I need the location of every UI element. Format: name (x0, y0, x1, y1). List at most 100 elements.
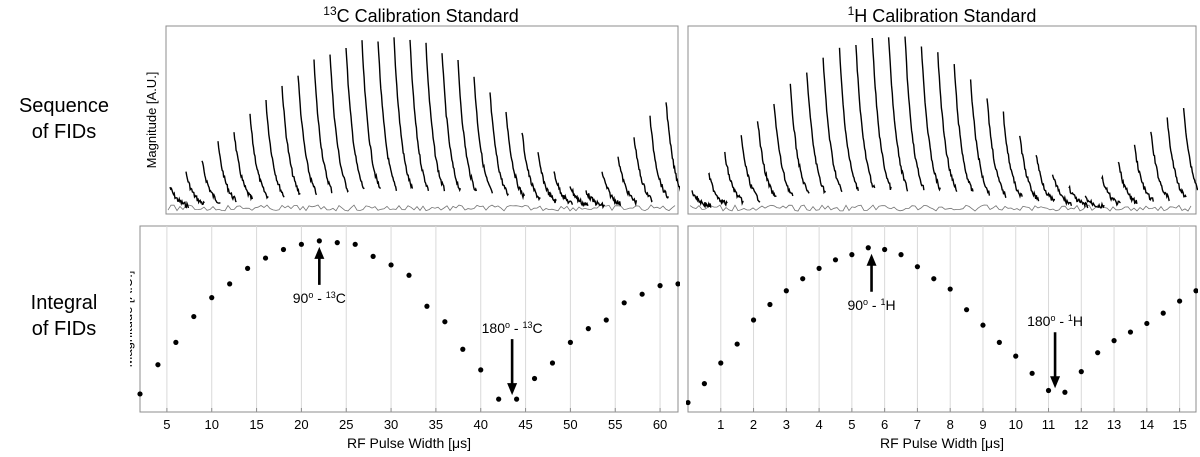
baseline-noise (167, 204, 676, 212)
data-point (298, 241, 304, 247)
x-tick-label: 4 (815, 417, 822, 432)
fid-trace (740, 135, 761, 203)
annotation-90: 90o - 1H (847, 253, 896, 313)
data-point (245, 265, 251, 271)
data-point (980, 322, 986, 328)
fid-trace (169, 186, 190, 209)
data-point (657, 283, 663, 289)
left-column-title: 13C Calibration Standard (166, 4, 676, 27)
fid-trace (1019, 135, 1040, 202)
data-point (816, 265, 822, 271)
data-point (1029, 370, 1035, 376)
fid-traces (691, 36, 1198, 209)
fid-trace (201, 160, 221, 204)
fid-trace (691, 190, 712, 209)
data-point (1062, 389, 1068, 395)
fid-trace (281, 85, 301, 196)
right-column-title: 1H Calibration Standard (687, 4, 1197, 27)
fid-trace (773, 103, 794, 197)
annotation-label: 180o - 13C (482, 320, 543, 336)
fid-trace (904, 36, 925, 191)
x-tick-label: 25 (339, 417, 353, 432)
data-point (639, 291, 645, 297)
annotation-arrow-head (866, 253, 877, 266)
data-point (603, 317, 609, 323)
x-tick-label: 9 (979, 417, 986, 432)
data-point (963, 307, 970, 313)
fid-trace (361, 40, 382, 190)
data-point (442, 319, 448, 325)
data-point (1127, 329, 1134, 335)
x-tick-label: 40 (473, 417, 487, 432)
fid-trace (505, 111, 526, 201)
left-title-text: C Calibration Standard (336, 6, 519, 26)
fid-trace (1068, 184, 1089, 209)
fid-trace (724, 151, 744, 206)
data-point (621, 300, 627, 306)
x-tick-label: 10 (204, 417, 218, 432)
fid-trace (1166, 117, 1187, 198)
x-tick-label: 5 (163, 417, 170, 432)
data-point (280, 246, 287, 253)
x-tick-label: 7 (914, 417, 921, 432)
fid-trace (585, 190, 605, 210)
fid-trace (537, 152, 557, 204)
annotation-label: 180o - 1H (1027, 313, 1083, 329)
data-point (1013, 353, 1019, 359)
fid-trace (838, 47, 859, 192)
fid-trace (822, 57, 843, 193)
data-point (316, 238, 322, 244)
fid-trace (313, 59, 333, 194)
fid-trace (425, 42, 446, 192)
fid-trace (457, 59, 478, 192)
x-tick-label: 13 (1107, 417, 1121, 432)
data-point (209, 295, 215, 301)
data-point (567, 339, 573, 345)
fid-trace (986, 98, 1007, 198)
fid-trace (569, 186, 589, 208)
fid-trace (297, 75, 318, 196)
x-axis-label: RF Pulse Width [μs] (880, 435, 1004, 451)
data-point (734, 341, 740, 347)
data-point (531, 375, 538, 382)
fid-trace (1117, 161, 1138, 205)
fid-trace (806, 72, 827, 195)
annotation-arrow-head (1050, 376, 1061, 389)
x-tick-label: 35 (429, 417, 443, 432)
plot-frame (139, 225, 679, 413)
data-point (996, 339, 1002, 345)
x-tick-label: 15 (1172, 417, 1186, 432)
data-point (370, 253, 376, 259)
x-tick-label: 2 (750, 417, 757, 432)
data-point (1144, 320, 1150, 327)
data-point (783, 288, 789, 294)
annotation-180: 180o - 13C (482, 320, 543, 396)
data-point (173, 339, 179, 345)
data-point (191, 313, 197, 320)
left-title-superscript: 13 (323, 4, 337, 18)
data-point (718, 360, 724, 366)
fid-trace (855, 44, 876, 189)
row-label-sequence-line1: Sequence (18, 95, 110, 117)
fid-trace (233, 132, 254, 202)
right-title-superscript: 1 (847, 4, 855, 18)
fid-trace (649, 115, 670, 199)
x-tick-label: 15 (249, 417, 263, 432)
row-label-integral-line1: Integral (30, 292, 98, 314)
data-point (1193, 288, 1198, 294)
data-point (388, 262, 394, 268)
fid-trace (937, 52, 958, 192)
x-tick-label: 50 (563, 417, 577, 432)
fid-traces (169, 37, 680, 210)
data-point (514, 396, 520, 402)
y-axis-label: Magnitude [A.U.] (144, 72, 159, 169)
fid-trace (887, 37, 909, 192)
data-point (767, 301, 773, 308)
fid-trace (707, 172, 728, 207)
data-point (1111, 338, 1117, 344)
x-tick-label: 55 (608, 417, 622, 432)
fid-trace (1002, 111, 1023, 199)
x-tick-label: 5 (848, 417, 855, 432)
fid-trace (920, 46, 941, 192)
